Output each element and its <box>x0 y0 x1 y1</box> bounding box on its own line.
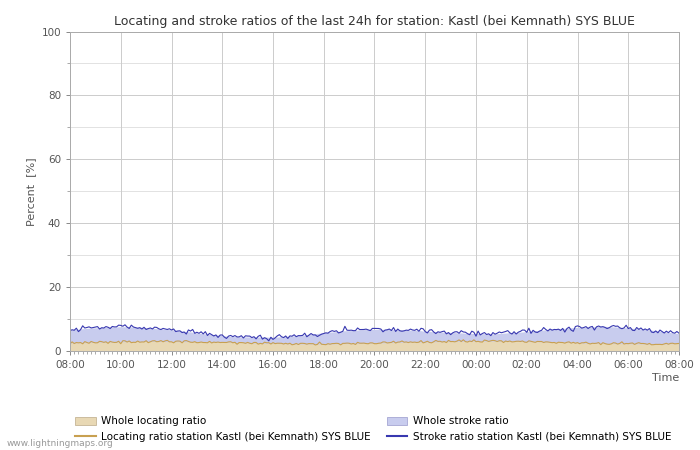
Y-axis label: Percent  [%]: Percent [%] <box>26 157 36 225</box>
Text: Time: Time <box>652 374 679 383</box>
Title: Locating and stroke ratios of the last 24h for station: Kastl (bei Kemnath) SYS : Locating and stroke ratios of the last 2… <box>114 14 635 27</box>
Text: www.lightningmaps.org: www.lightningmaps.org <box>7 439 113 448</box>
Legend: Whole locating ratio, Locating ratio station Kastl (bei Kemnath) SYS BLUE, Whole: Whole locating ratio, Locating ratio sta… <box>75 416 671 441</box>
